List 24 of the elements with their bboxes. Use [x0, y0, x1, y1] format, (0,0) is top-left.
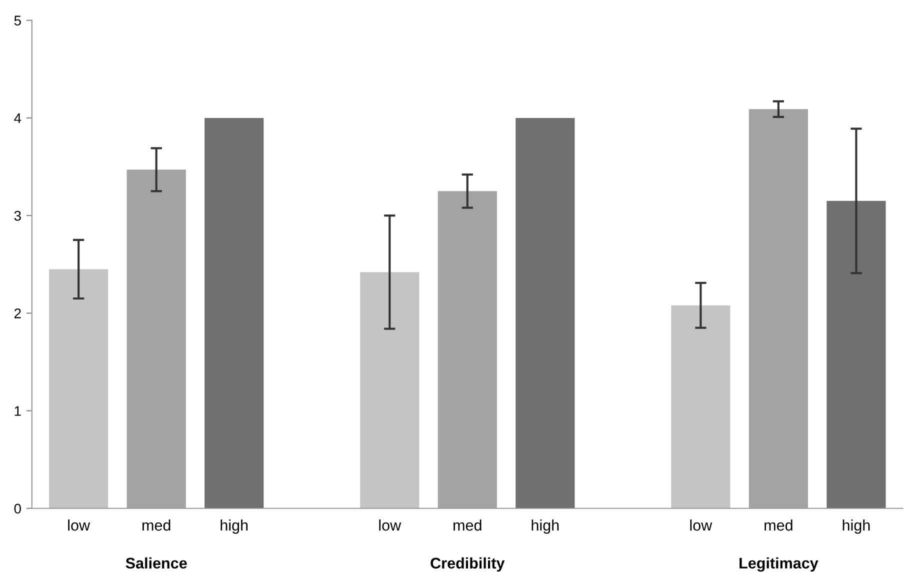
bar [49, 269, 108, 508]
text: med [764, 519, 792, 531]
bar [204, 118, 264, 508]
series-label: high [220, 519, 248, 534]
bar [360, 272, 420, 508]
text: high [532, 519, 559, 534]
text: low [690, 519, 712, 531]
x-tick-label: Legitimacy [740, 557, 818, 572]
x-tick-label: Salience [126, 557, 187, 569]
bar [516, 118, 575, 508]
y-tick-label: 4 [14, 113, 22, 123]
y-tick-label: 3 [14, 210, 21, 221]
text: high [842, 519, 870, 534]
bar [826, 200, 886, 508]
text: med [454, 519, 482, 531]
bar [671, 305, 730, 508]
y-tick-label: 0 [14, 504, 21, 514]
y-tick-label: 2 [14, 308, 21, 318]
y-tick-label: 5 [14, 16, 21, 26]
text: low [379, 519, 402, 531]
series-label: med [142, 519, 170, 531]
series-label: low [68, 519, 90, 531]
x-tick-label: Credibility [430, 557, 505, 572]
y-tick-label: 1 [14, 406, 21, 416]
